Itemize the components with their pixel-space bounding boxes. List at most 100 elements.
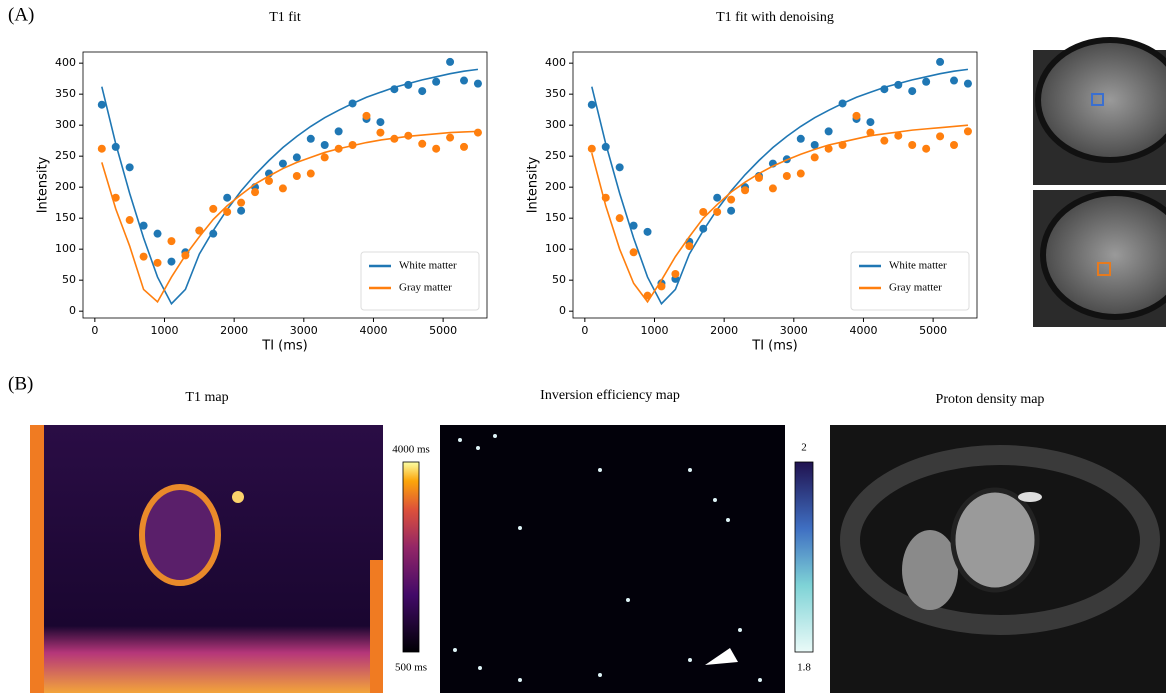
y-tick-label: 200 bbox=[545, 180, 566, 193]
data-point bbox=[685, 242, 694, 251]
data-point bbox=[754, 173, 763, 182]
x-tick-label: 2000 bbox=[220, 324, 248, 337]
data-point bbox=[292, 153, 301, 162]
y-tick-label: 400 bbox=[545, 56, 566, 69]
data-point bbox=[615, 214, 624, 223]
data-point bbox=[963, 127, 972, 136]
data-point bbox=[768, 184, 777, 193]
data-point bbox=[894, 131, 903, 140]
data-point bbox=[643, 291, 652, 300]
data-point bbox=[237, 206, 246, 215]
data-point bbox=[880, 136, 889, 145]
y-tick-label: 300 bbox=[545, 118, 566, 131]
legend-label: White matter bbox=[889, 260, 947, 272]
x-tick-label: 4000 bbox=[359, 324, 387, 337]
y-tick-label: 150 bbox=[55, 211, 76, 224]
data-point bbox=[936, 57, 945, 66]
data-point bbox=[601, 193, 610, 202]
data-point bbox=[125, 216, 134, 225]
data-point bbox=[615, 163, 624, 172]
y-tick-label: 50 bbox=[62, 273, 76, 286]
plot-frame bbox=[572, 51, 978, 319]
image-title: T1 map bbox=[185, 390, 228, 405]
y-tick-label: 0 bbox=[559, 304, 566, 317]
data-point bbox=[278, 184, 287, 193]
data-point bbox=[223, 207, 232, 216]
data-point bbox=[446, 57, 455, 66]
fit-line bbox=[101, 130, 478, 304]
data-point bbox=[432, 77, 441, 86]
data-point bbox=[418, 87, 427, 96]
data-point bbox=[418, 139, 427, 148]
data-point bbox=[237, 198, 246, 207]
y-tick-label: 50 bbox=[552, 273, 566, 286]
data-point bbox=[838, 141, 847, 150]
data-point bbox=[278, 159, 287, 168]
colorbar-label: 1.8 bbox=[797, 662, 811, 674]
data-point bbox=[460, 142, 469, 151]
y-tick-label: 300 bbox=[55, 118, 76, 131]
panel-label: (A) bbox=[8, 4, 34, 25]
x-tick-label: 5000 bbox=[919, 324, 947, 337]
data-point bbox=[699, 207, 708, 216]
data-point bbox=[473, 79, 482, 88]
y-axis-label: Intensity bbox=[36, 156, 51, 213]
data-point bbox=[195, 226, 204, 235]
data-point bbox=[348, 99, 357, 108]
data-point bbox=[111, 142, 120, 151]
x-axis-label: TI (ms) bbox=[261, 339, 308, 354]
data-point bbox=[125, 163, 134, 172]
y-tick-label: 250 bbox=[545, 149, 566, 162]
data-point bbox=[643, 227, 652, 236]
data-point bbox=[209, 229, 218, 238]
data-point bbox=[223, 193, 232, 202]
data-point bbox=[362, 111, 371, 120]
x-tick-label: 1000 bbox=[150, 324, 178, 337]
data-point bbox=[320, 141, 329, 150]
plot-frame bbox=[82, 51, 488, 319]
t1-map-image bbox=[30, 425, 383, 693]
data-point bbox=[167, 257, 176, 266]
x-tick-label: 1000 bbox=[640, 324, 668, 337]
data-point bbox=[936, 132, 945, 141]
data-point bbox=[167, 237, 176, 246]
data-point bbox=[97, 144, 106, 153]
panel-label: (B) bbox=[8, 373, 33, 394]
data-point bbox=[139, 221, 148, 230]
mri-thumbnail bbox=[1033, 190, 1166, 327]
data-point bbox=[657, 282, 666, 291]
data-point bbox=[376, 128, 385, 137]
x-tick-label: 4000 bbox=[849, 324, 877, 337]
data-point bbox=[306, 169, 315, 178]
colorbar-label: 4000 ms bbox=[392, 444, 430, 456]
data-point bbox=[432, 144, 441, 153]
fit-line bbox=[591, 124, 969, 304]
data-point bbox=[473, 128, 482, 137]
data-point bbox=[908, 87, 917, 96]
data-point bbox=[390, 134, 399, 143]
data-point bbox=[587, 144, 596, 153]
proton-density-image bbox=[830, 425, 1166, 693]
data-point bbox=[587, 100, 596, 109]
inversion-map-image bbox=[440, 425, 785, 693]
y-tick-label: 100 bbox=[545, 242, 566, 255]
data-point bbox=[741, 186, 750, 195]
colorbar-label: 2 bbox=[801, 442, 807, 454]
colorbar bbox=[794, 461, 814, 653]
data-point bbox=[629, 248, 638, 257]
data-point bbox=[866, 128, 875, 137]
data-point bbox=[782, 172, 791, 181]
colorbar-label: 500 ms bbox=[395, 662, 427, 674]
data-point bbox=[181, 251, 190, 260]
data-point bbox=[334, 127, 343, 136]
y-tick-label: 150 bbox=[545, 211, 566, 224]
y-tick-label: 100 bbox=[55, 242, 76, 255]
data-point bbox=[404, 131, 413, 140]
data-point bbox=[376, 118, 385, 127]
x-tick-label: 3000 bbox=[290, 324, 318, 337]
data-point bbox=[922, 77, 931, 86]
y-tick-label: 350 bbox=[545, 87, 566, 100]
data-point bbox=[950, 141, 959, 150]
data-point bbox=[838, 99, 847, 108]
